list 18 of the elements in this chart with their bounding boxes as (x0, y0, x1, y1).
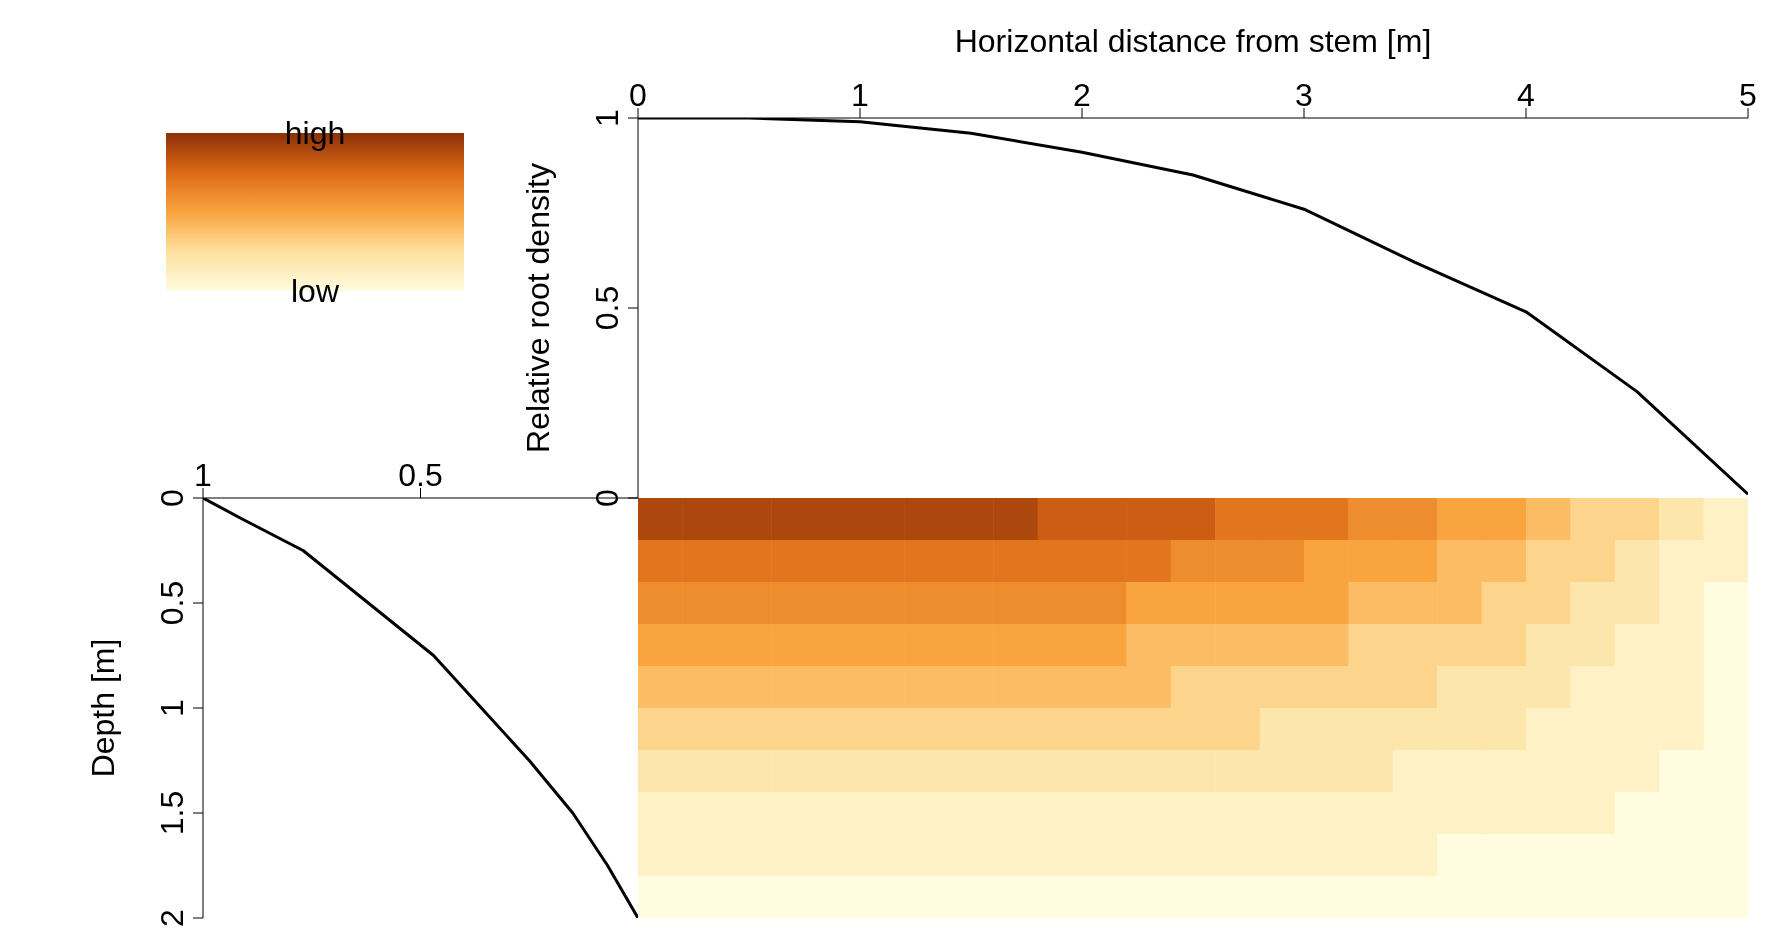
y-tick-label: 2 (154, 909, 190, 927)
x-tick-label: 2 (1073, 77, 1091, 113)
x-tick-label: 4 (1517, 77, 1535, 113)
color-bar-label: low (290, 273, 340, 309)
y-tick-label: 1.5 (154, 790, 190, 836)
y-tick-label: 1 (154, 699, 190, 717)
x-tick-label: 3 (1295, 77, 1313, 113)
y-tick-label: 0 (154, 489, 190, 507)
y-tick-label: 0.5 (154, 580, 190, 626)
y-tick-label: 0 (589, 489, 625, 507)
x-tick-label: 0 (629, 77, 647, 113)
y-axis-title: Relative root density (520, 163, 557, 453)
x-axis-title: Horizontal distance from stem [m] (954, 23, 1432, 59)
y-axis-title: Depth [m] (85, 638, 122, 778)
y-tick-label: 1 (589, 109, 625, 127)
x-tick-label: 5 (1739, 77, 1757, 113)
x-tick-label: 1 (851, 77, 869, 113)
y-tick-label: 0.5 (589, 285, 625, 331)
